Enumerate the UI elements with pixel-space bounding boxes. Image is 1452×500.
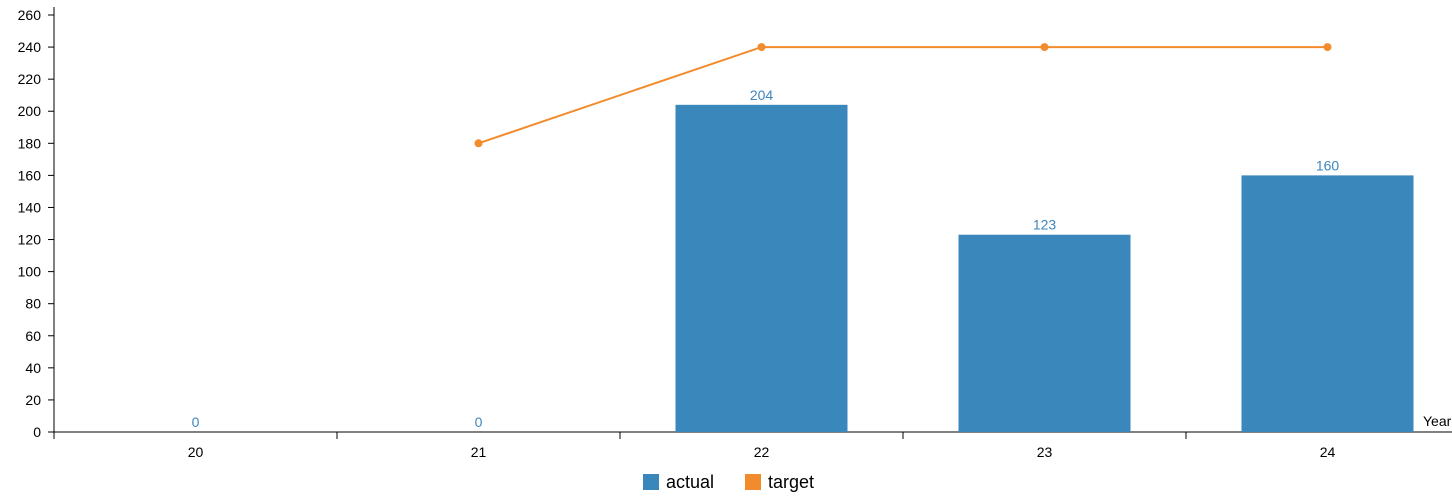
bar-data-labels: 0 0 204 123 160 <box>192 87 1340 430</box>
y-tick-label: 260 <box>18 7 42 23</box>
bar-data-label: 204 <box>750 87 774 103</box>
y-tick-label: 140 <box>18 199 42 215</box>
x-tick-label: 24 <box>1320 444 1336 460</box>
x-axis-title: Year <box>1423 413 1452 429</box>
y-tick-label: 220 <box>18 71 42 87</box>
y-tick-label: 0 <box>33 424 41 440</box>
y-axis: 0 20 40 60 80 100 120 140 160 180 200 220 240 260 <box>18 7 55 440</box>
target-line <box>478 46 1328 145</box>
bar <box>1241 175 1414 432</box>
bar-data-label: 160 <box>1316 157 1340 173</box>
y-tick-label: 60 <box>25 328 41 344</box>
line-point <box>474 139 483 148</box>
bar-data-label: 0 <box>192 414 200 430</box>
legend-label: actual <box>666 472 714 492</box>
y-tick-label: 40 <box>25 360 41 376</box>
x-tick-label: 22 <box>754 444 770 460</box>
line-point <box>1323 43 1332 52</box>
line-point <box>1040 43 1049 52</box>
y-tick-label: 20 <box>25 392 41 408</box>
bar-series-actual <box>675 104 1414 433</box>
bar-data-label: 0 <box>475 414 483 430</box>
bar <box>958 234 1131 432</box>
y-tick-label: 80 <box>25 296 41 312</box>
x-axis: 20 21 22 23 24 <box>53 431 1452 460</box>
legend: actual target <box>643 472 814 492</box>
y-tick-label: 180 <box>18 135 42 151</box>
y-tick-label: 200 <box>18 103 42 119</box>
legend-swatch <box>745 474 761 490</box>
y-tick-label: 100 <box>18 264 42 280</box>
x-tick-label: 23 <box>1037 444 1053 460</box>
legend-swatch <box>643 474 659 490</box>
bar-data-label: 123 <box>1033 217 1057 233</box>
y-tick-label: 120 <box>18 232 42 248</box>
y-tick-label: 240 <box>18 39 42 55</box>
bar <box>675 104 848 433</box>
x-tick-label: 21 <box>471 444 487 460</box>
line-series-target <box>474 43 1332 148</box>
line-point <box>757 43 766 52</box>
y-tick-label: 160 <box>18 167 42 183</box>
x-tick-label: 20 <box>188 444 204 460</box>
legend-label: target <box>768 472 814 492</box>
